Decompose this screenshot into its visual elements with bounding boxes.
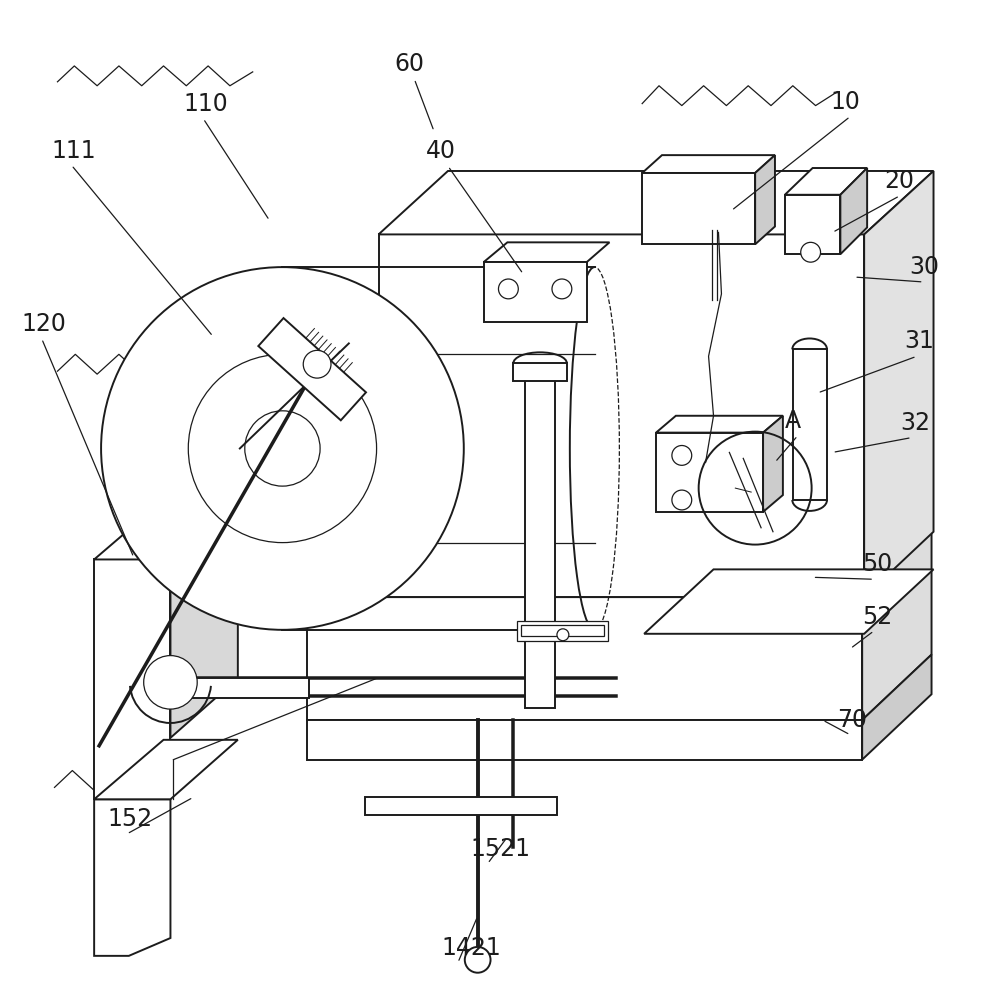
Circle shape <box>101 267 464 630</box>
Text: 40: 40 <box>426 139 456 163</box>
Polygon shape <box>785 168 867 195</box>
Text: 10: 10 <box>830 90 860 114</box>
Text: 32: 32 <box>900 411 930 435</box>
Polygon shape <box>656 416 783 433</box>
Polygon shape <box>862 532 932 720</box>
Polygon shape <box>864 171 934 597</box>
Polygon shape <box>365 797 557 815</box>
Polygon shape <box>755 155 775 244</box>
Polygon shape <box>763 416 783 512</box>
Polygon shape <box>840 168 867 254</box>
Circle shape <box>303 350 331 378</box>
Circle shape <box>498 279 518 299</box>
Polygon shape <box>173 678 309 698</box>
Circle shape <box>245 411 320 486</box>
Text: 52: 52 <box>862 605 893 629</box>
Polygon shape <box>642 173 755 244</box>
Text: 50: 50 <box>862 552 893 576</box>
Circle shape <box>672 445 692 465</box>
Polygon shape <box>94 799 170 956</box>
Circle shape <box>465 947 491 973</box>
Polygon shape <box>862 655 932 760</box>
Text: 30: 30 <box>910 255 939 279</box>
Polygon shape <box>785 195 840 254</box>
Polygon shape <box>644 569 934 634</box>
Polygon shape <box>513 363 567 381</box>
Polygon shape <box>307 532 932 597</box>
Polygon shape <box>656 433 763 512</box>
Polygon shape <box>793 349 827 500</box>
Text: 70: 70 <box>837 708 867 732</box>
Polygon shape <box>484 262 587 322</box>
Text: 110: 110 <box>183 92 228 116</box>
Polygon shape <box>379 234 864 597</box>
Text: 20: 20 <box>884 169 914 193</box>
Text: 60: 60 <box>394 52 424 76</box>
Polygon shape <box>94 740 238 799</box>
Polygon shape <box>642 155 775 173</box>
Bar <box>517 621 608 641</box>
Bar <box>525 379 555 708</box>
Circle shape <box>552 279 572 299</box>
Text: 152: 152 <box>107 807 153 831</box>
Text: 1521: 1521 <box>471 837 531 861</box>
Polygon shape <box>484 242 609 262</box>
Polygon shape <box>307 720 862 760</box>
Text: 1421: 1421 <box>441 936 500 960</box>
Polygon shape <box>379 171 934 234</box>
Polygon shape <box>307 597 862 720</box>
Polygon shape <box>259 318 366 420</box>
Bar <box>521 625 604 636</box>
Polygon shape <box>170 500 238 738</box>
Circle shape <box>557 629 569 641</box>
Circle shape <box>188 354 377 543</box>
Text: A: A <box>785 409 801 433</box>
Circle shape <box>801 242 821 262</box>
Polygon shape <box>94 500 238 559</box>
Circle shape <box>144 656 197 709</box>
Circle shape <box>672 490 692 510</box>
Polygon shape <box>94 559 170 799</box>
Text: 31: 31 <box>904 329 934 353</box>
Text: 111: 111 <box>52 139 96 163</box>
Text: 120: 120 <box>22 312 66 336</box>
